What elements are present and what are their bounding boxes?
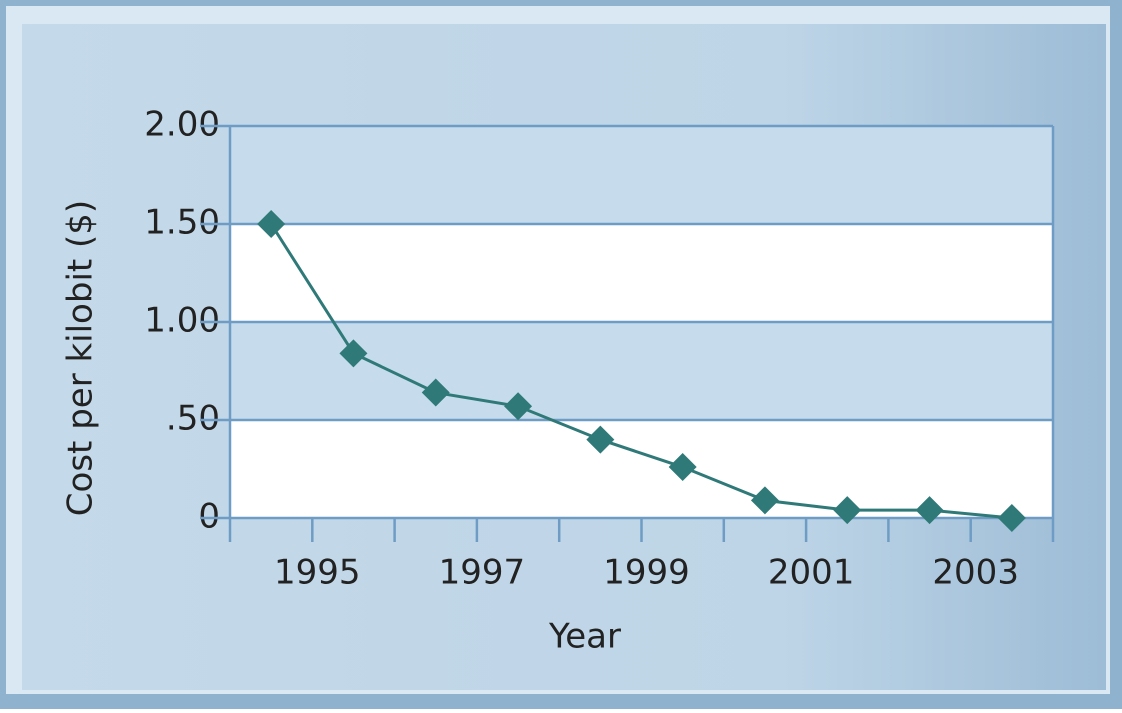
data-point xyxy=(586,425,615,454)
y-tick-label: 1.50 xyxy=(144,203,220,243)
x-axis-label: Year xyxy=(548,617,621,657)
plot-band xyxy=(230,126,1053,224)
data-point xyxy=(833,496,862,525)
x-tick-label: 1997 xyxy=(439,553,526,593)
plot-band xyxy=(230,322,1053,420)
data-point xyxy=(915,496,944,525)
data-point xyxy=(421,378,450,407)
data-line xyxy=(269,223,1012,520)
y-axis-label: Cost per kilobit ($) xyxy=(61,200,101,516)
data-point xyxy=(257,210,286,238)
data-point xyxy=(668,453,697,482)
x-tick-label: 1995 xyxy=(274,553,361,593)
data-point xyxy=(750,486,779,515)
x-tick-label: 1999 xyxy=(603,553,690,593)
x-tick-label: 2001 xyxy=(768,553,855,593)
data-point xyxy=(339,339,368,368)
y-tick-label: 1.00 xyxy=(144,301,220,341)
y-tick-label: 0 xyxy=(198,497,220,537)
plot-band xyxy=(230,420,1053,518)
data-point xyxy=(504,392,533,421)
plot-band xyxy=(230,224,1053,322)
x-tick-label: 2003 xyxy=(932,553,1019,593)
y-tick-label: 2.00 xyxy=(144,105,220,145)
y-tick-label: .50 xyxy=(166,399,220,439)
data-point xyxy=(997,504,1026,532)
